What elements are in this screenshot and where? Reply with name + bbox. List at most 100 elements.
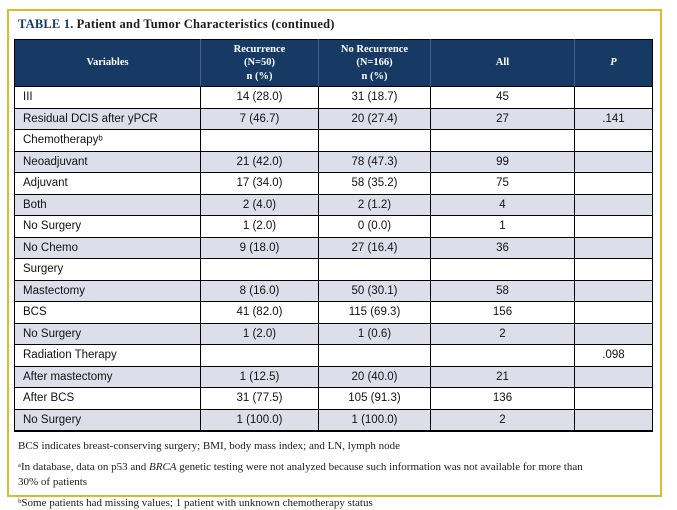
data-cell: 21 (430, 365, 575, 388)
data-cell: 2 (430, 408, 575, 432)
table-row: Mastectomy 8 (16.0) 50 (30.1) 58 (14, 279, 653, 302)
row-label: Adjuvant (14, 172, 201, 195)
data-cell: 17 (34.0) (200, 172, 319, 195)
data-cell: 4 (430, 193, 575, 216)
data-cell: 14 (28.0) (200, 86, 319, 109)
footnotes: BCS indicates breast-conserving surgery;… (18, 439, 654, 510)
data-cell (200, 344, 319, 367)
data-cell: 27 (430, 107, 575, 130)
data-cell: 31 (77.5) (200, 387, 319, 410)
data-cell: 2 (430, 322, 575, 345)
data-cell (574, 258, 653, 281)
data-cell (574, 387, 653, 410)
data-cell (574, 301, 653, 324)
data-cell (200, 258, 319, 281)
data-cell: 58 (430, 279, 575, 302)
data-cell (574, 129, 653, 152)
row-label: Residual DCIS after yPCR (14, 107, 201, 130)
row-label: After BCS (14, 387, 201, 410)
data-cell: 8 (16.0) (200, 279, 319, 302)
data-cell (574, 365, 653, 388)
data-cell (574, 172, 653, 195)
table-title: TABLE 1. Patient and Tumor Characteristic… (18, 17, 660, 32)
table-row: No Surgery 1 (100.0) 1 (100.0) 2 (14, 408, 653, 432)
table-row: Residual DCIS after yPCR 7 (46.7) 20 (27.4… (14, 107, 653, 130)
row-label: No Surgery (14, 215, 201, 238)
data-cell: 58 (35.2) (318, 172, 431, 195)
data-cell (430, 344, 575, 367)
row-label: No Chemo (14, 236, 201, 259)
table-row: III 14 (28.0) 31 (18.7) 45 (14, 86, 653, 109)
table-row: No Surgery 1 (2.0) 1 (0.6) 2 (14, 322, 653, 345)
table-caption: Patient and Tumor Characteristics (conti… (76, 17, 335, 31)
column-header-recurrence: Recurrence (N=50) n (%) (200, 39, 319, 87)
data-cell: 1 (2.0) (200, 322, 319, 345)
data-cell (318, 258, 431, 281)
footnote-b: ᵇSome patients had missing values; 1 pat… (18, 496, 373, 509)
row-label: No Surgery (14, 322, 201, 345)
data-cell: 41 (82.0) (200, 301, 319, 324)
table-row: No Chemo 9 (18.0) 27 (16.4) 36 (14, 236, 653, 259)
column-header-no-recurrence: No Recurrence (N=166) n (%) (318, 39, 431, 87)
table-body: III 14 (28.0) 31 (18.7) 45 Residual DCIS aft… (14, 86, 653, 432)
data-cell: .141 (574, 107, 653, 130)
data-cell: .098 (574, 344, 653, 367)
data-cell (430, 129, 575, 152)
table-row: No Surgery 1 (2.0) 0 (0.0) 1 (14, 215, 653, 238)
row-label: Neoadjuvant (14, 150, 201, 173)
data-cell: 2 (1.2) (318, 193, 431, 216)
data-cell: 75 (430, 172, 575, 195)
row-label: Chemotherapyᵇ (14, 129, 201, 152)
data-cell (574, 215, 653, 238)
data-cell: 1 (430, 215, 575, 238)
row-label: Both (14, 193, 201, 216)
table-row: Adjuvant 17 (34.0) 58 (35.2) 75 (14, 172, 653, 195)
data-cell: 136 (430, 387, 575, 410)
data-cell (574, 193, 653, 216)
data-cell: 31 (18.7) (318, 86, 431, 109)
footnote-a-text-start: ᵃIn database, data on p53 and (18, 461, 149, 474)
row-label: Radiation Therapy (14, 344, 201, 367)
data-cell: 1 (100.0) (200, 408, 319, 432)
data-cell: 2 (4.0) (200, 193, 319, 216)
footnote-a-gene-name: BRCA (149, 461, 177, 474)
data-cell (574, 86, 653, 109)
data-cell (318, 129, 431, 152)
data-cell: 50 (30.1) (318, 279, 431, 302)
data-cell (574, 279, 653, 302)
data-cell: 45 (430, 86, 575, 109)
characteristics-table: Variables Recurrence (N=50) n (%) No Rec… (14, 39, 653, 432)
row-label: BCS (14, 301, 201, 324)
data-cell: 115 (69.3) (318, 301, 431, 324)
data-cell: 36 (430, 236, 575, 259)
data-cell: 156 (430, 301, 575, 324)
data-cell (200, 129, 319, 152)
table-row: Both 2 (4.0) 2 (1.2) 4 (14, 193, 653, 216)
data-cell: 105 (91.3) (318, 387, 431, 410)
data-cell (574, 236, 653, 259)
column-header-variables: Variables (14, 39, 201, 87)
header-row: Variables Recurrence (N=50) n (%) No Rec… (14, 39, 653, 87)
table-row: After mastectomy 1 (12.5) 20 (40.0) 21 (14, 365, 653, 388)
row-label: Mastectomy (14, 279, 201, 302)
data-cell: 99 (430, 150, 575, 173)
row-label: III (14, 86, 201, 109)
data-cell: 9 (18.0) (200, 236, 319, 259)
row-label: After mastectomy (14, 365, 201, 388)
data-cell (574, 408, 653, 432)
table-number: TABLE 1. (18, 17, 74, 31)
footnote-a: ᵃIn database, data on p53 and BRCA genet… (18, 460, 654, 489)
data-cell: 21 (42.0) (200, 150, 319, 173)
data-cell: 0 (0.0) (318, 215, 431, 238)
table-row: BCS 41 (82.0) 115 (69.3) 156 (14, 301, 653, 324)
data-cell: 1 (100.0) (318, 408, 431, 432)
data-cell: 1 (2.0) (200, 215, 319, 238)
table-row: Radiation Therapy .098 (14, 344, 653, 367)
data-cell: 1 (0.6) (318, 322, 431, 345)
data-cell (574, 150, 653, 173)
table-row: After BCS 31 (77.5) 105 (91.3) 136 (14, 387, 653, 410)
data-cell: 20 (27.4) (318, 107, 431, 130)
data-cell: 27 (16.4) (318, 236, 431, 259)
data-cell: 7 (46.7) (200, 107, 319, 130)
footnote-a-text-end: genetic testing were not analyzed becaus… (18, 461, 583, 488)
